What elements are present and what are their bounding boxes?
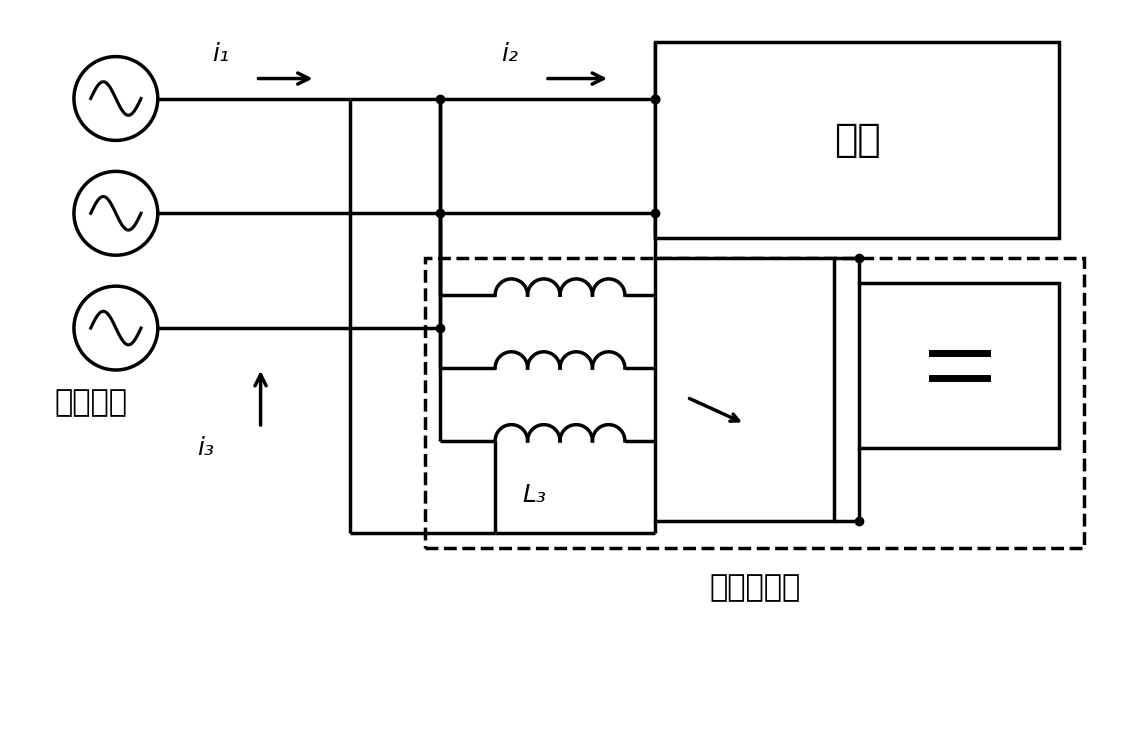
Text: i₁: i₁ (212, 42, 229, 65)
FancyBboxPatch shape (859, 283, 1059, 448)
Text: 有源滤波器: 有源滤波器 (709, 573, 800, 602)
Text: i₃: i₃ (197, 436, 215, 460)
Text: 负载: 负载 (834, 121, 881, 159)
Text: i₂: i₂ (502, 42, 519, 65)
Text: 网侧电源: 网侧电源 (55, 388, 128, 417)
FancyBboxPatch shape (655, 258, 834, 520)
FancyBboxPatch shape (655, 42, 1059, 238)
Text: L₃: L₃ (523, 483, 547, 507)
